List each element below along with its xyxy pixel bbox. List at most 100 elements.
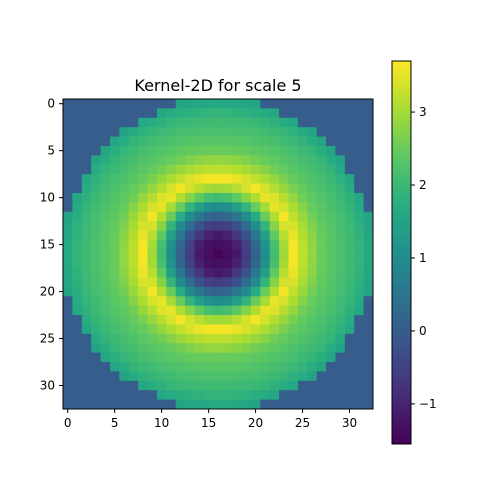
- heatmap-cell: [335, 362, 346, 372]
- heatmap-cell: [344, 362, 355, 372]
- heatmap-cell: [288, 202, 299, 213]
- heatmap-cell: [147, 296, 158, 307]
- heatmap-cell: [354, 296, 364, 307]
- heatmap-cell: [81, 174, 92, 184]
- heatmap-cell: [335, 324, 346, 335]
- heatmap-cell: [185, 380, 195, 391]
- heatmap-cell: [250, 164, 261, 175]
- heatmap-cell: [335, 286, 346, 297]
- heatmap-cell: [297, 380, 308, 391]
- heatmap-cell: [363, 380, 374, 391]
- heatmap-cell: [175, 127, 186, 137]
- heatmap-cell: [213, 390, 224, 400]
- heatmap-cell: [109, 296, 120, 307]
- heatmap-cell: [269, 164, 280, 175]
- heatmap-cell: [297, 127, 308, 137]
- heatmap-cell: [269, 145, 280, 156]
- heatmap-cell: [307, 268, 318, 278]
- heatmap-cell: [63, 145, 73, 156]
- heatmap-cell: [326, 315, 336, 325]
- heatmap-cell: [232, 108, 242, 119]
- heatmap-cell: [166, 371, 177, 382]
- heatmap-cell: [269, 343, 280, 354]
- heatmap-cell: [250, 315, 261, 325]
- heatmap-cell: [72, 352, 83, 363]
- heatmap-cell: [269, 399, 280, 410]
- heatmap-cell: [194, 315, 205, 325]
- heatmap-cell: [81, 390, 92, 400]
- heatmap-cell: [100, 136, 111, 147]
- heatmap-cell: [222, 145, 233, 156]
- heatmap-cell: [156, 136, 167, 147]
- heatmap-cell: [109, 211, 120, 222]
- x-tick-label: 30: [342, 416, 357, 430]
- heatmap-cell: [147, 127, 158, 137]
- heatmap-cell: [316, 362, 327, 372]
- heatmap-cell: [344, 380, 355, 391]
- heatmap-cell: [241, 230, 252, 241]
- heatmap-cell: [335, 390, 346, 400]
- heatmap-cell: [72, 145, 83, 156]
- heatmap-cell: [194, 221, 205, 231]
- heatmap-cell: [194, 136, 205, 147]
- heatmap-cell: [147, 277, 158, 288]
- heatmap-cell: [260, 174, 271, 184]
- heatmap-cell: [175, 192, 186, 203]
- heatmap-cell: [81, 343, 92, 354]
- heatmap-cell: [72, 183, 83, 194]
- heatmap-cell: [288, 296, 299, 307]
- heatmap-cell: [91, 127, 101, 137]
- heatmap-cell: [307, 399, 318, 410]
- heatmap-cell: [72, 155, 83, 166]
- heatmap-cell: [260, 221, 271, 231]
- heatmap-cell: [241, 164, 252, 175]
- heatmap-cell: [260, 390, 271, 400]
- heatmap-cell: [213, 127, 224, 137]
- heatmap-cell: [175, 390, 186, 400]
- heatmap-cell: [232, 127, 242, 137]
- heatmap-cell: [344, 333, 355, 344]
- heatmap-cell: [175, 183, 186, 194]
- heatmap-cell: [363, 324, 374, 335]
- heatmap-cell: [147, 352, 158, 363]
- heatmap-cell: [109, 183, 120, 194]
- heatmap-cell: [354, 315, 364, 325]
- heatmap-cell: [354, 390, 364, 400]
- heatmap-cell: [260, 315, 271, 325]
- heatmap-cell: [307, 127, 318, 137]
- heatmap-cell: [279, 155, 289, 166]
- heatmap-cell: [156, 333, 167, 344]
- heatmap-cell: [326, 239, 336, 250]
- heatmap-cell: [213, 136, 224, 147]
- heatmap-cell: [335, 343, 346, 354]
- heatmap-cell: [138, 399, 148, 410]
- heatmap-cell: [119, 230, 130, 241]
- heatmap-cell: [91, 352, 101, 363]
- heatmap-cell: [166, 315, 177, 325]
- heatmap-cell: [138, 145, 148, 156]
- heatmap-cell: [307, 249, 318, 260]
- heatmap-cell: [203, 249, 214, 260]
- heatmap-cell: [297, 286, 308, 297]
- heatmap-cell: [63, 362, 73, 372]
- heatmap-cell: [316, 99, 327, 109]
- heatmap-cell: [91, 239, 101, 250]
- heatmap-cell: [63, 268, 73, 278]
- heatmap-cell: [260, 380, 271, 391]
- heatmap-cell: [138, 258, 148, 269]
- heatmap-cell: [222, 305, 233, 316]
- heatmap-cell: [213, 221, 224, 231]
- heatmap-cell: [175, 258, 186, 269]
- heatmap-cell: [138, 333, 148, 344]
- heatmap-cell: [250, 286, 261, 297]
- heatmap-cell: [109, 371, 120, 382]
- heatmap-cell: [288, 315, 299, 325]
- heatmap-cell: [185, 174, 195, 184]
- heatmap-cell: [241, 108, 252, 119]
- heatmap-cell: [241, 136, 252, 147]
- heatmap-cell: [81, 268, 92, 278]
- heatmap-cell: [354, 108, 364, 119]
- heatmap-cell: [166, 333, 177, 344]
- heatmap-cell: [213, 108, 224, 119]
- heatmap-cell: [175, 202, 186, 213]
